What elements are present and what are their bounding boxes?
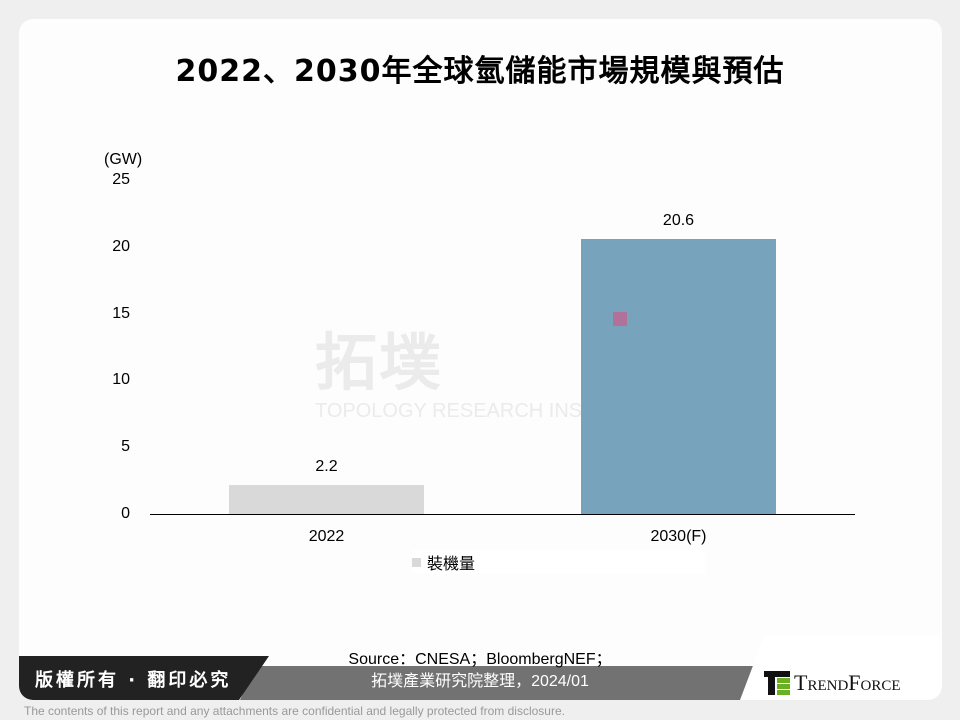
legend: 裝機量 xyxy=(412,550,706,574)
slide-card xyxy=(19,19,942,699)
data-label-2022: 2.2 xyxy=(315,458,338,475)
disclaimer: The contents of this report and any atta… xyxy=(24,704,565,718)
legend-label: 裝機量 xyxy=(427,556,476,573)
y-tick: 20 xyxy=(112,238,130,255)
bar-2030f xyxy=(581,239,776,514)
y-axis-unit: (GW) xyxy=(104,151,143,168)
y-tick: 0 xyxy=(121,505,130,522)
y-tick: 25 xyxy=(112,171,130,188)
watermark-logo-dot xyxy=(613,312,627,326)
footer-source-band xyxy=(240,666,760,700)
y-tick: 5 xyxy=(121,438,130,455)
x-label-2030f: 2030(F) xyxy=(650,528,707,545)
x-axis-line xyxy=(150,514,855,515)
brand-name: TrendForce xyxy=(794,670,901,695)
trendforce-logo-icon xyxy=(764,671,790,695)
y-tick: 10 xyxy=(112,371,130,388)
source-line-2: 拓墣產業研究院整理，2024/01 xyxy=(371,673,589,690)
bar-2022 xyxy=(229,485,424,514)
chart-title: 2022、2030年全球氫儲能市場規模與預估 xyxy=(175,54,785,89)
data-label-2030f: 20.6 xyxy=(662,212,695,229)
source-line-1: Source：CNESA；BloombergNEF； xyxy=(348,651,612,668)
y-tick: 15 xyxy=(112,305,130,322)
footer-copyright-band: 版權所有 · 翻印必究 xyxy=(19,656,269,700)
copyright-text: 版權所有 · 翻印必究 xyxy=(35,670,232,691)
legend-swatch-icon xyxy=(412,557,421,567)
trendforce-logo: TrendForce xyxy=(764,670,901,696)
x-label-2022: 2022 xyxy=(308,528,345,545)
